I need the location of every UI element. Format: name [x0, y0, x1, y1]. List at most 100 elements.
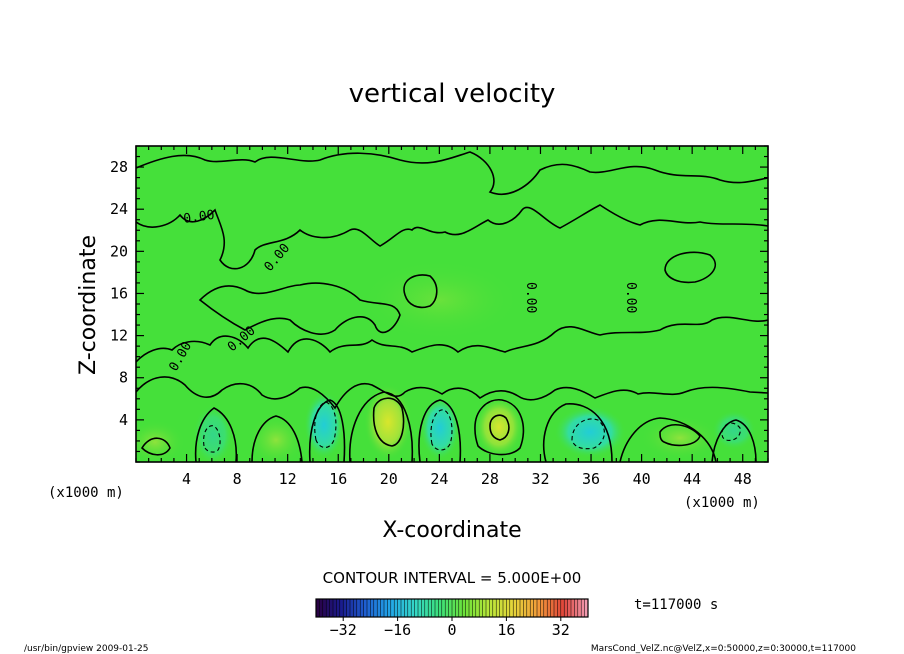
colorbar-swatch	[445, 599, 449, 617]
x-tick-label: 8	[233, 470, 242, 488]
colorbar-swatch	[428, 599, 432, 617]
colorbar-swatch	[350, 599, 354, 617]
x-unit-left: (x1000 m)	[48, 485, 124, 501]
colorbar-swatch	[387, 599, 392, 617]
dashed-contour	[314, 401, 337, 449]
x-tick-label: 40	[633, 470, 651, 488]
dashed-contour	[571, 418, 605, 450]
colorbar-swatch	[397, 599, 402, 617]
colorbar-swatch	[407, 599, 412, 617]
x-unit-right: (x1000 m)	[684, 495, 760, 511]
colorbar-swatch	[452, 599, 456, 617]
colorbar-swatch	[564, 599, 568, 617]
x-tick-label: 4	[182, 470, 191, 488]
contour-line	[349, 391, 414, 462]
x-tick-label: 24	[430, 470, 448, 488]
y-tick-label: 16	[110, 284, 128, 302]
colorbar-swatch	[356, 599, 361, 617]
colorbar-swatch	[537, 599, 541, 617]
shade-blob	[640, 416, 720, 460]
colorbar-swatch	[523, 599, 528, 617]
colorbar-swatch	[465, 599, 470, 617]
contour-interval: CONTOUR INTERVAL = 5.000E+00	[323, 569, 582, 587]
colorbar-swatch	[448, 599, 453, 617]
colorbar-swatch	[557, 599, 562, 617]
y-tick-label: 20	[110, 242, 128, 260]
contour-line	[308, 399, 346, 462]
colorbar-swatch	[367, 599, 371, 617]
colorbar-swatch	[492, 599, 497, 617]
colorbar-swatch	[333, 599, 337, 617]
shade-blob	[554, 406, 626, 458]
footer-left: /usr/bin/gpview 2009-01-25	[24, 644, 148, 654]
colorbar-swatch	[322, 599, 327, 617]
colorbar-swatch	[390, 599, 395, 617]
contour-line	[664, 251, 716, 284]
y-tick-label: 24	[110, 200, 128, 218]
colorbar-swatch	[472, 599, 477, 617]
negative-contours	[203, 401, 741, 453]
colorbar-swatch	[479, 599, 483, 617]
colorbar-swatch	[567, 599, 572, 617]
y-tick-label: 8	[119, 369, 128, 387]
colorbar-tick-label: 16	[497, 621, 515, 639]
colorbar-swatch	[346, 599, 351, 617]
colorbar-swatch	[401, 599, 405, 617]
colorbar-swatch	[543, 599, 548, 617]
colorbar-swatch	[571, 599, 575, 617]
colorbar-swatch	[462, 599, 466, 617]
colorbar-tick-label: 32	[552, 621, 570, 639]
colorbar-swatch	[506, 599, 511, 617]
x-tick-label: 44	[683, 470, 701, 488]
colorbar-swatch	[475, 599, 480, 617]
colorbar-swatch	[431, 599, 436, 617]
contour-line	[251, 415, 303, 462]
plot-area	[135, 145, 769, 463]
colorbar-swatch	[373, 599, 378, 617]
dashed-contour	[721, 422, 741, 441]
contour-label: 0.00	[182, 208, 215, 227]
contour-line	[136, 151, 768, 195]
time-label: t=117000 s	[634, 597, 718, 613]
colorbar-swatch	[577, 599, 582, 617]
footer-right: MarsCond_VelZ.nc@VelZ,x=0:50000,z=0:3000…	[591, 644, 856, 654]
contour-line	[372, 397, 405, 447]
colorbar-swatch	[435, 599, 439, 617]
colorbar-swatch	[316, 599, 320, 617]
colorbar-swatch	[360, 599, 364, 617]
contour-line	[711, 419, 757, 462]
dashed-contour	[203, 425, 221, 453]
x-tick-label: 32	[531, 470, 549, 488]
colorbar-swatch	[533, 599, 538, 617]
x-axis-label: X-coordinate	[382, 518, 521, 543]
colorbar-swatch	[455, 599, 460, 617]
colorbar-swatch	[339, 599, 344, 617]
x-tick-label: 12	[279, 470, 297, 488]
colorbar-swatch	[319, 599, 324, 617]
contour-line	[403, 274, 438, 309]
colorbar-swatch	[489, 599, 494, 617]
colorbar-swatch	[482, 599, 487, 617]
colorbar-swatch	[404, 599, 409, 617]
colorbar-swatch	[326, 599, 330, 617]
x-tick-label: 16	[329, 470, 347, 488]
colorbar-tick-label: −32	[330, 621, 357, 639]
contour-label: 0.00	[623, 282, 638, 313]
colorbar-swatch	[414, 599, 419, 617]
shade-blob	[475, 397, 523, 457]
colorbar-swatch	[418, 599, 422, 617]
colorbar-swatch	[441, 599, 446, 617]
y-tick-label: 28	[110, 158, 128, 176]
colorbar-swatch	[581, 599, 585, 617]
x-tick-label: 20	[380, 470, 398, 488]
colorbar-swatch	[584, 599, 589, 617]
contour-line	[141, 437, 171, 456]
contour-line	[136, 316, 768, 363]
x-tick-labels: 4 8 12 16 20 24 28 32 36 40 44 48	[182, 470, 752, 488]
colorbar-swatch	[384, 599, 388, 617]
colorbar-swatch	[509, 599, 514, 617]
colorbar-swatch	[421, 599, 426, 617]
axis-ticks	[135, 145, 769, 463]
